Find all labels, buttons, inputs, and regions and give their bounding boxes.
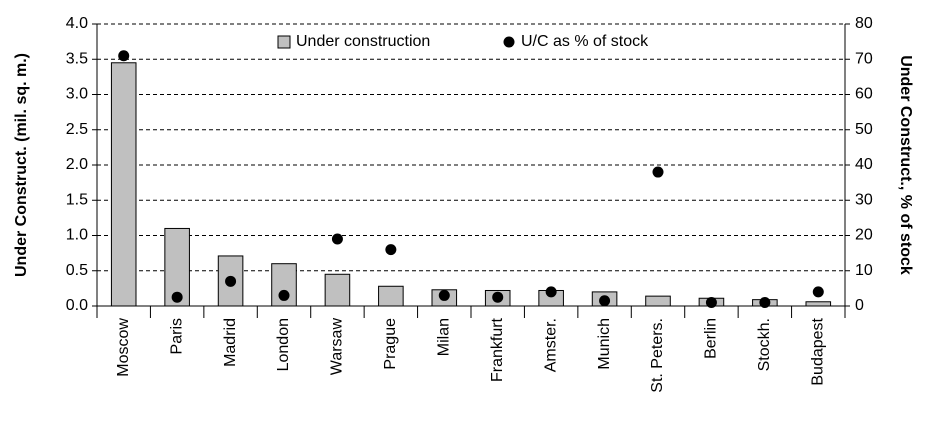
legend-label: Under construction — [296, 33, 430, 50]
x-tick-label: Madrid — [222, 318, 239, 367]
y2-tick-label: 40 — [855, 156, 873, 173]
y-tick-label: 0.0 — [66, 297, 88, 314]
x-tick-label: Munich — [596, 318, 613, 370]
y-tick-label: 4.0 — [66, 15, 88, 32]
bar — [110, 62, 137, 307]
dot — [225, 275, 237, 287]
y2-tick-label: 50 — [855, 121, 873, 138]
dot — [812, 286, 824, 298]
dot — [278, 289, 290, 301]
x-tick-label: Milan — [436, 318, 453, 356]
x-tick-label: Berlin — [703, 318, 720, 359]
dot — [492, 291, 504, 303]
dot — [171, 291, 183, 303]
dot — [705, 296, 717, 308]
dot — [759, 296, 771, 308]
y-tick-label: 1.5 — [66, 191, 88, 208]
dot — [652, 166, 664, 178]
y-tick-label: 0.5 — [66, 262, 88, 279]
x-tick-label: Prague — [382, 318, 399, 370]
y2-tick-label: 0 — [855, 297, 864, 314]
legend-label: U/C as % of stock — [521, 33, 649, 50]
y2-tick-label: 80 — [855, 15, 873, 32]
x-tick-label: London — [275, 318, 292, 371]
x-tick-label: Amster. — [542, 318, 559, 372]
dot — [118, 50, 130, 62]
y-tick-label: 2.5 — [66, 121, 88, 138]
legend-swatch — [277, 35, 291, 49]
y2-tick-label: 30 — [855, 191, 873, 208]
y2-tick-label: 60 — [855, 86, 873, 103]
x-tick-label: St. Peters. — [649, 318, 666, 393]
y2-axis-label: Under Construct., % of stock — [897, 55, 914, 275]
legend-swatch — [503, 36, 515, 48]
bar — [324, 273, 351, 307]
y-tick-label: 3.5 — [66, 50, 88, 67]
x-tick-label: Moscow — [115, 318, 132, 377]
x-tick-label: Paris — [168, 318, 185, 354]
y2-tick-label: 20 — [855, 227, 873, 244]
bar — [378, 285, 404, 307]
dot — [331, 233, 343, 245]
bar — [805, 301, 832, 307]
y2-tick-label: 70 — [855, 50, 873, 67]
bar — [645, 295, 671, 307]
dot — [385, 244, 397, 256]
y-tick-label: 2.0 — [66, 156, 88, 173]
x-tick-label: Warsaw — [329, 318, 346, 376]
y-tick-label: 1.0 — [66, 227, 88, 244]
x-tick-label: Stockh. — [756, 318, 773, 371]
x-tick-label: Budapest — [810, 317, 827, 385]
y-axis-label: Under Construct. (mil. sq. m.) — [13, 53, 30, 277]
dot — [438, 289, 450, 301]
dot — [599, 295, 611, 307]
dot — [545, 286, 557, 298]
y2-tick-label: 10 — [855, 262, 873, 279]
x-tick-label: Frankfurt — [489, 317, 506, 382]
y-tick-label: 3.0 — [66, 86, 88, 103]
